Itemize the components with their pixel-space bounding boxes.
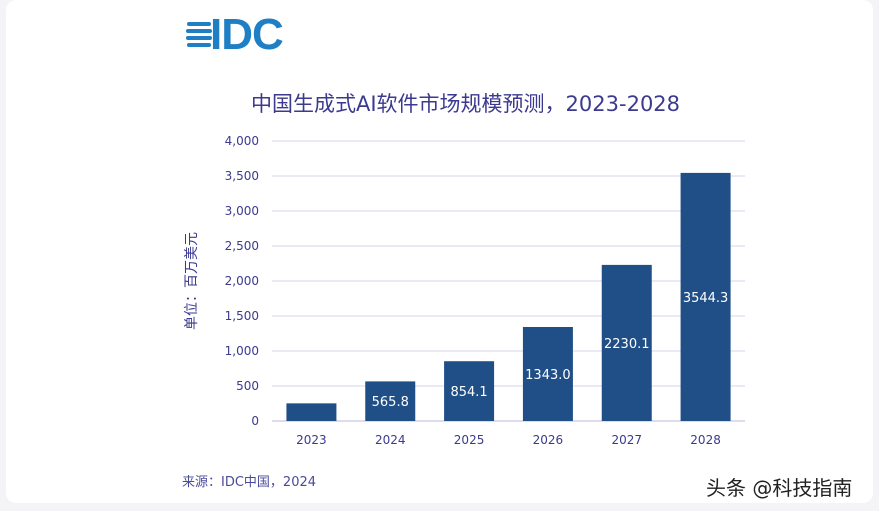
y-tick-label: 1,000 (225, 344, 259, 358)
y-tick-label: 2,000 (225, 274, 259, 288)
y-tick-label: 500 (236, 379, 259, 393)
bar (286, 403, 337, 421)
y-tick-label: 3,500 (225, 169, 259, 183)
data-label: 252.1 (293, 388, 330, 403)
idc-logo: IDC (210, 10, 284, 59)
bar (680, 172, 731, 421)
y-tick-label: 4,000 (225, 134, 259, 148)
x-tick-label: 2023 (296, 433, 327, 447)
chart-title: 中国生成式AI软件市场规模预测，2023-2028 (251, 92, 681, 116)
data-label: 3544.3 (683, 291, 729, 306)
y-tick-label: 3,000 (225, 204, 259, 218)
y-axis-label: 单位：百万美元 (184, 232, 200, 330)
bar (522, 326, 573, 421)
y-tick-label: 0 (251, 414, 259, 428)
y-tick-label: 1,500 (225, 309, 259, 323)
data-label: 1343.0 (525, 368, 571, 383)
bar (601, 264, 652, 421)
data-label: 2230.1 (604, 337, 650, 352)
x-tick-label: 2027 (611, 433, 642, 447)
bar (365, 381, 416, 421)
data-label: 854.1 (450, 385, 487, 400)
watermark: 头条 @科技指南 (706, 476, 853, 500)
y-tick-label: 2,500 (225, 239, 259, 253)
x-tick-label: 2026 (533, 433, 564, 447)
idc-globe-icon (186, 22, 212, 47)
x-tick-label: 2028 (690, 433, 721, 447)
x-tick-label: 2024 (375, 433, 406, 447)
x-tick-label: 2025 (454, 433, 485, 447)
bar (444, 361, 495, 421)
source-note: 来源：IDC中国，2024 (182, 475, 317, 490)
data-label: 565.8 (372, 395, 409, 410)
